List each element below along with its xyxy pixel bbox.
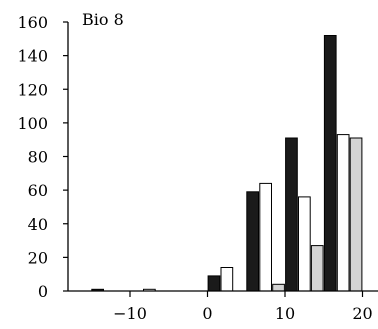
y-tick-label: 140 <box>17 47 48 66</box>
bar-series-1-bin-3 <box>285 137 298 292</box>
bar-series-3-bin-0 <box>272 283 285 292</box>
bar-series-2-bin-3 <box>298 196 311 292</box>
bar-series-1-bin-4 <box>323 35 337 292</box>
y-tick-label: 160 <box>17 13 48 32</box>
bar-series-1-bin-1 <box>207 275 221 292</box>
bar-series-2-bin-4 <box>336 134 350 292</box>
y-axis-ticks: 0 20 40 60 80 100 120 140 160 <box>17 13 68 301</box>
x-tick-label: −10 <box>113 304 147 323</box>
x-tick-label: 10 <box>275 304 295 323</box>
x-tick-label: 20 <box>352 304 372 323</box>
y-tick-label: 120 <box>17 80 48 99</box>
bars-group <box>91 35 363 292</box>
x-axis-ticks: −10 0 10 20 <box>113 291 373 323</box>
y-tick-label: 80 <box>28 148 48 167</box>
chart-title: Bio 8 <box>82 10 124 29</box>
y-tick-label: 60 <box>28 181 48 200</box>
bar-series-3-bin-1 <box>310 245 324 292</box>
bar-series-2-bin-2 <box>259 182 272 292</box>
bar-series-3-bin-2 <box>349 137 363 292</box>
y-tick-label: 40 <box>28 215 48 234</box>
y-tick-label: 20 <box>28 248 48 267</box>
bar-series-1-bin-2 <box>246 191 260 292</box>
x-tick-label: 0 <box>202 304 212 323</box>
bar-series-2-bin-1 <box>220 267 234 292</box>
y-tick-label: 0 <box>38 282 48 301</box>
y-tick-label: 100 <box>17 114 48 133</box>
